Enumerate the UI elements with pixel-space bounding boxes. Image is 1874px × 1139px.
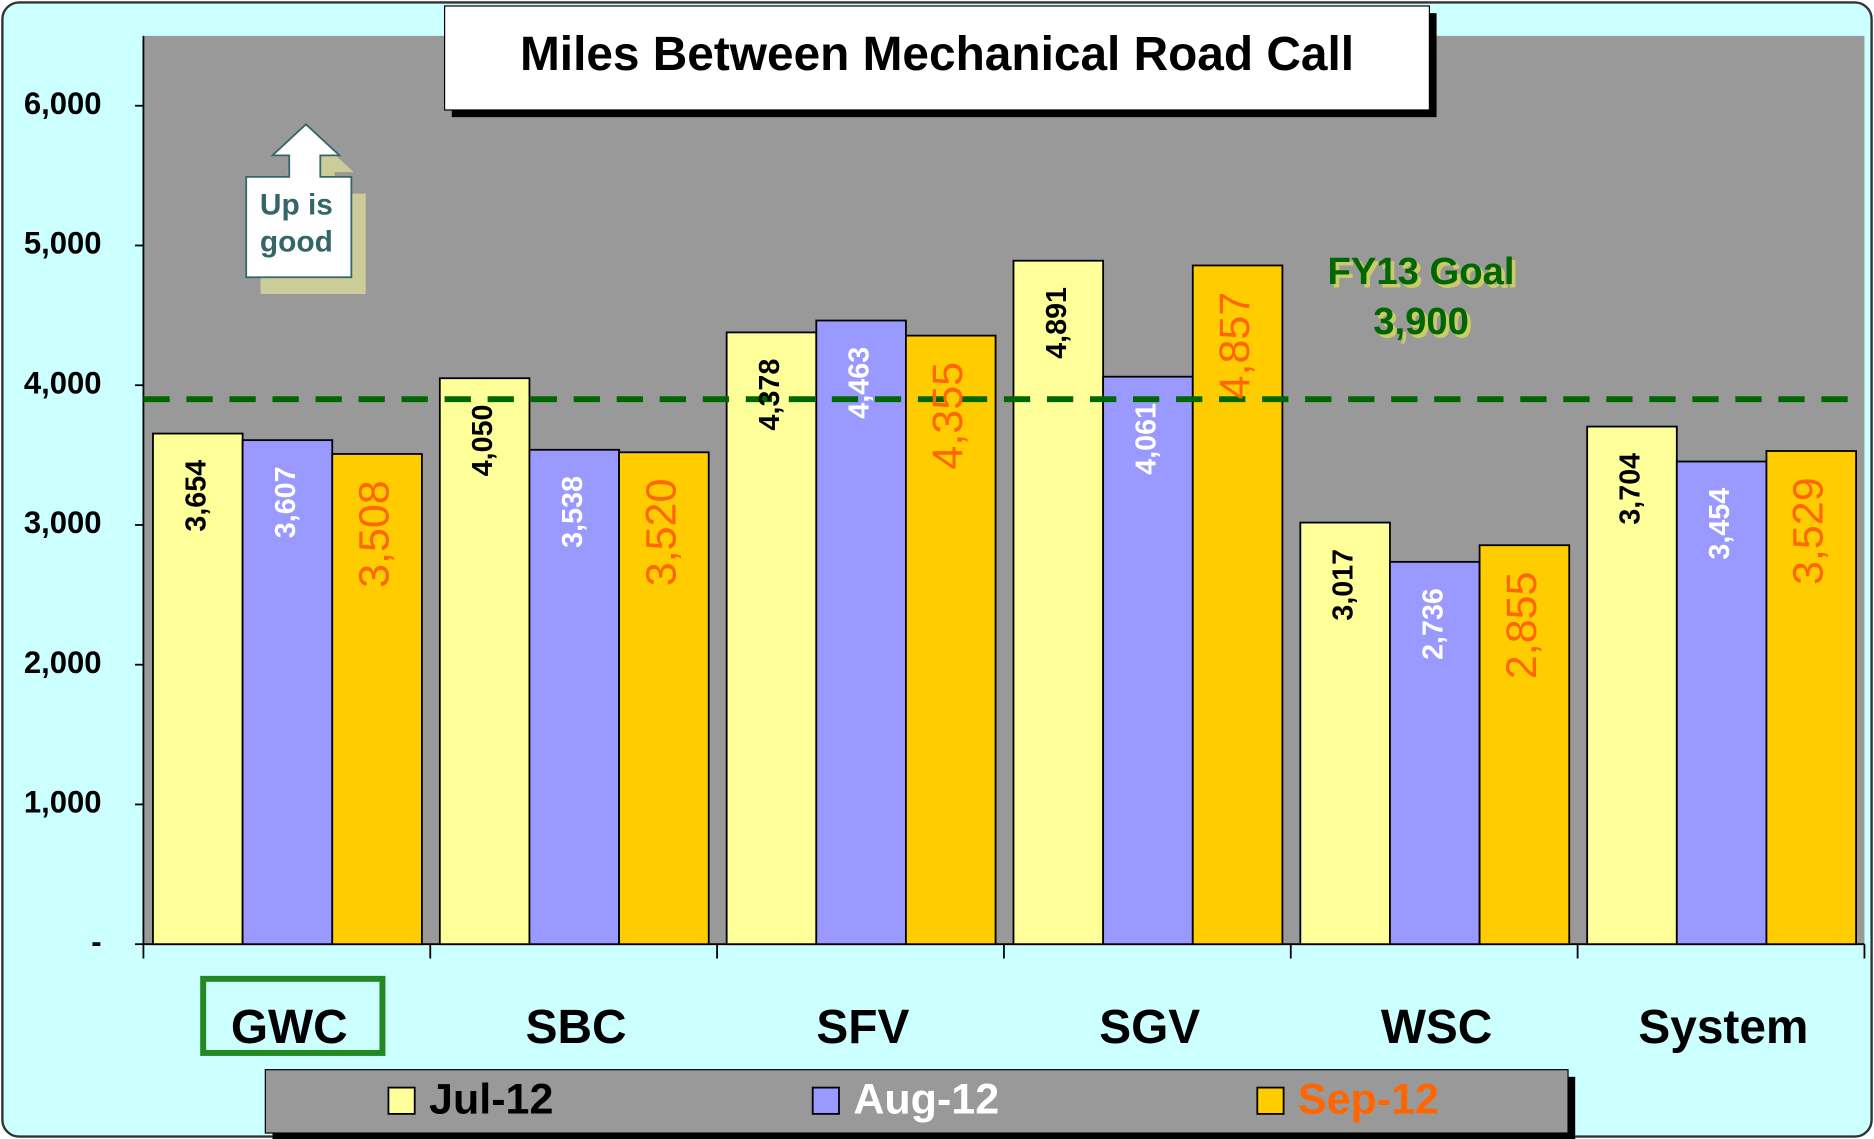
legend-label: Jul-12	[429, 1075, 553, 1123]
legend-swatch	[387, 1086, 416, 1115]
y-tick-label: 3,000	[24, 505, 102, 540]
data-label: 4,857	[1211, 292, 1259, 400]
bar	[725, 331, 818, 946]
bar	[528, 448, 620, 946]
y-tick-label: 2,000	[24, 645, 102, 680]
legend-label: Sep-12	[1298, 1075, 1439, 1123]
data-label: 3,520	[637, 479, 685, 587]
legend-swatch	[811, 1086, 840, 1115]
data-label: 3,017	[1328, 549, 1360, 621]
bar	[1675, 460, 1768, 946]
category-highlight	[200, 975, 386, 1056]
data-label: 4,061	[1131, 403, 1163, 475]
data-label: 3,607	[270, 466, 302, 538]
title-box	[443, 5, 1431, 111]
chart-title: Miles Between Mechanical Road Call	[520, 28, 1354, 81]
legend-box	[264, 1069, 1569, 1134]
y-tick-label: 5,000	[24, 226, 102, 261]
bar	[1191, 264, 1284, 946]
data-label: 4,463	[844, 347, 876, 419]
data-label: 2,855	[1498, 572, 1546, 680]
data-label: 4,355	[924, 362, 972, 470]
bar	[1012, 259, 1105, 946]
y-tick-label: 1,000	[24, 785, 102, 820]
goal-value-shadow: 3,900	[1377, 304, 1473, 347]
x-tick-label: WSC	[1381, 1001, 1493, 1054]
annotation-arrow	[245, 123, 353, 279]
data-label: 3,704	[1615, 453, 1647, 525]
bar	[815, 319, 907, 946]
annotation-text: good	[260, 226, 333, 259]
bar	[1765, 450, 1857, 946]
x-tick-label: System	[1638, 1001, 1808, 1054]
legend-label: Aug-12	[853, 1075, 999, 1123]
bar	[618, 451, 710, 946]
goal-value: 3,900	[1373, 300, 1469, 343]
bar	[1299, 521, 1391, 946]
x-tick-label: GWC	[231, 1001, 348, 1054]
bar	[241, 439, 334, 946]
bar	[1586, 425, 1678, 946]
plot-area	[143, 35, 1865, 945]
x-tick-label: SFV	[816, 1001, 909, 1054]
x-tick-label: SBC	[526, 1001, 627, 1054]
data-label: 2,736	[1417, 588, 1449, 660]
data-label: 3,508	[350, 480, 398, 588]
bar	[905, 334, 997, 946]
goal-label: FY13 Goal	[1328, 250, 1515, 293]
data-label: 4,891	[1041, 287, 1073, 359]
data-label: 3,529	[1785, 477, 1833, 585]
data-label: 3,454	[1704, 488, 1736, 560]
bar	[152, 432, 244, 946]
y-tick-label: 6,000	[24, 86, 102, 121]
bar	[1478, 544, 1571, 946]
goal-label-shadow: FY13 Goal	[1331, 253, 1518, 296]
data-label: 4,378	[754, 359, 786, 431]
annotation-text: Up is	[260, 189, 333, 222]
data-label: 3,538	[557, 476, 589, 548]
legend-swatch	[1256, 1086, 1285, 1115]
y-tick-label: 4,000	[24, 365, 102, 400]
y-tick-label: -	[91, 924, 101, 959]
bar	[331, 453, 423, 946]
x-tick-label: SGV	[1099, 1001, 1200, 1054]
data-label: 4,050	[467, 405, 499, 477]
data-label: 3,654	[180, 460, 212, 532]
bar	[1389, 560, 1481, 946]
bar	[438, 377, 531, 946]
